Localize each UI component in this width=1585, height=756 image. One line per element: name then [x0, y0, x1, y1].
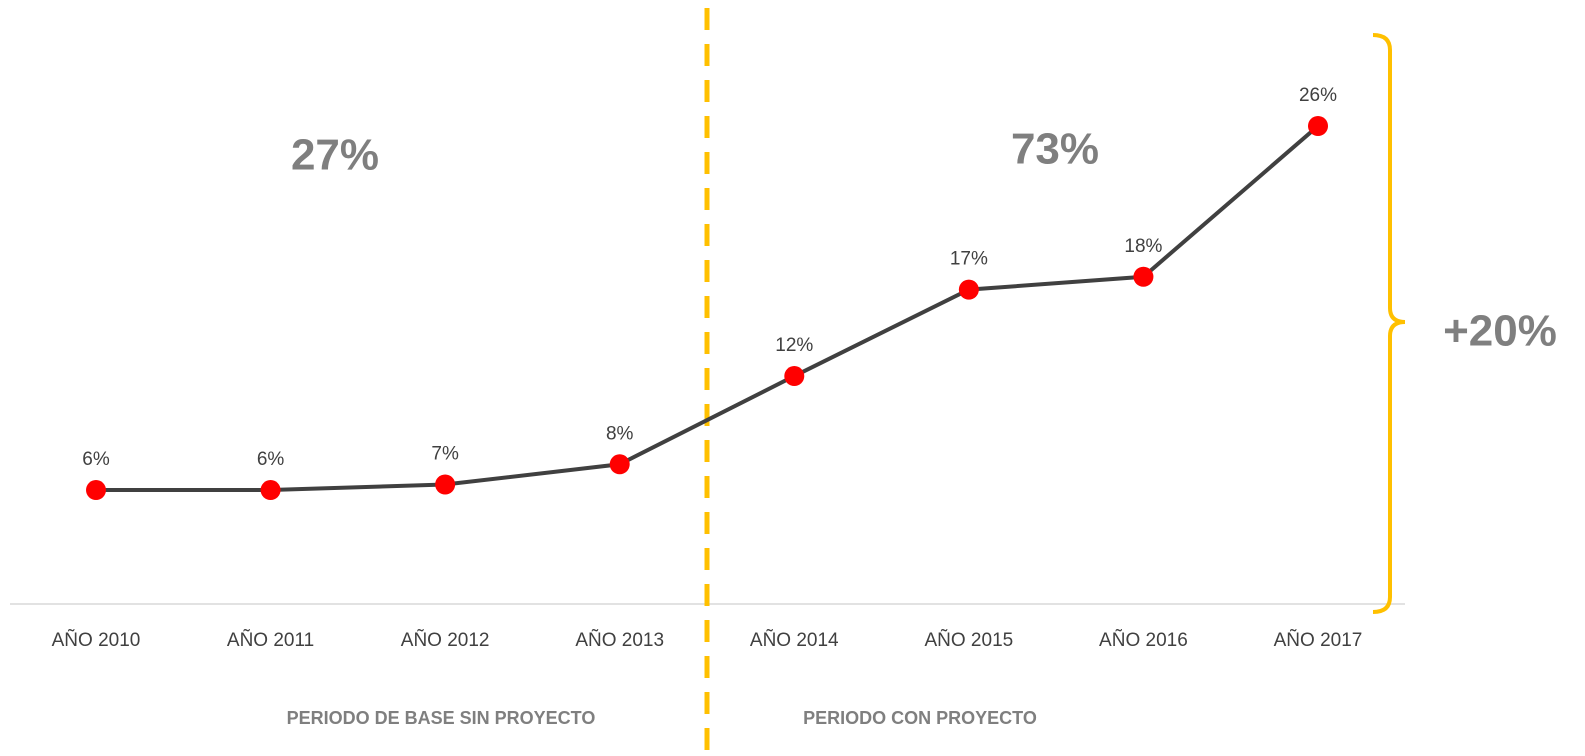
data-label: 12%	[775, 335, 813, 356]
marker	[784, 366, 805, 387]
marker	[609, 454, 630, 475]
data-label: 6%	[82, 449, 110, 470]
x-tick-label: AÑO 2017	[1274, 629, 1363, 651]
x-tick-label: AÑO 2013	[575, 629, 664, 651]
marker	[1133, 266, 1154, 287]
marker	[260, 480, 281, 501]
marker	[1308, 116, 1328, 136]
data-label: 7%	[431, 444, 459, 465]
x-tick-label: AÑO 2015	[924, 629, 1013, 651]
annotation: 73%	[1011, 125, 1099, 174]
marker	[86, 480, 106, 501]
period-label: PERIODO DE BASE SIN PROYECTO	[287, 708, 596, 728]
brace	[1372, 33, 1406, 614]
data-label: 8%	[606, 423, 634, 444]
x-tick-label: AÑO 2010	[52, 629, 141, 651]
annotation: +20%	[1443, 307, 1557, 356]
x-tick-label: AÑO 2011	[227, 629, 314, 651]
data-label: 26%	[1299, 85, 1337, 106]
data-label: 18%	[1124, 236, 1162, 257]
data-label: 6%	[257, 449, 285, 470]
x-tick-label: AÑO 2016	[1099, 629, 1188, 651]
line	[96, 124, 1320, 493]
data-label: 17%	[950, 249, 988, 270]
x-tick-label: AÑO 2014	[750, 629, 839, 651]
x-tick-label: AÑO 2012	[401, 629, 490, 651]
marker	[435, 474, 456, 495]
annotation: 27%	[291, 131, 379, 180]
period-label: PERIODO CON PROYECTO	[803, 708, 1037, 728]
marker	[958, 279, 979, 300]
